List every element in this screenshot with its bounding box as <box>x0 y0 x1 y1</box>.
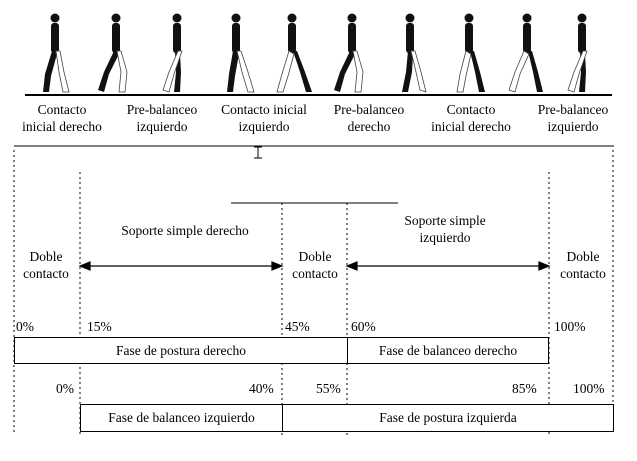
double-contact-3: Doble contacto <box>548 248 618 282</box>
phase-label-1-line1: Contacto <box>37 102 87 117</box>
phase-label-5-line1: Contacto <box>446 102 496 117</box>
pct2-0: 0% <box>56 381 74 396</box>
single-support-right: Soporte simple derecho <box>121 223 249 238</box>
walking-person-icon <box>567 13 588 93</box>
walking-person-icon <box>43 13 70 93</box>
pct2-85: 85% <box>512 381 537 396</box>
walking-person-icon <box>162 13 183 93</box>
pct1-45: 45% <box>285 319 310 334</box>
phase-label-4-line1: Pre-balanceo <box>333 102 405 117</box>
double-contact-1: Doble contacto <box>11 248 81 282</box>
stance-left-bar: Fase de postura izquierda <box>282 404 614 432</box>
walking-person-icon <box>402 13 427 93</box>
phase-label-5-line2: inicial derecho <box>431 119 511 134</box>
phase-label-3-line1: Contacto inicial <box>221 102 307 117</box>
phase-label-3-line2: izquierdo <box>238 119 290 134</box>
single-support-left-line2: izquierdo <box>419 230 471 245</box>
text-cursor-icon <box>254 146 262 159</box>
pct1-100: 100% <box>554 319 586 334</box>
phase-label-6: Pre-balanceo izquierdo <box>523 101 623 135</box>
phase-label-2-line2: izquierdo <box>136 119 188 134</box>
double-contact-1-line1: Doble <box>29 249 63 264</box>
pct1-60: 60% <box>351 319 376 334</box>
walking-person-icon <box>98 13 128 93</box>
double-contact-3-line2: contacto <box>560 266 606 281</box>
walking-person-icon <box>456 13 485 93</box>
phase-label-5: Contacto inicial derecho <box>415 101 527 135</box>
walking-person-icon <box>276 13 312 93</box>
walking-person-icon <box>334 13 364 93</box>
phase-boundaries <box>13 150 614 435</box>
swing-right-bar: Fase de balanceo derecho <box>347 337 549 364</box>
phase-label-2: Pre-balanceo izquierdo <box>112 101 212 135</box>
single-support-left: Soporte simple izquierdo <box>380 212 510 246</box>
support-arrows <box>78 261 551 271</box>
double-contact-1-line2: contacto <box>23 266 69 281</box>
pct1-0: 0% <box>16 319 34 334</box>
double-contact-2-line1: Doble <box>298 249 332 264</box>
phase-label-4-line2: derecho <box>347 119 391 134</box>
double-contact-2-line2: contacto <box>292 266 338 281</box>
pct2-55: 55% <box>316 381 341 396</box>
walking-person-icon <box>227 13 255 93</box>
stance-right-bar: Fase de postura derecho <box>14 337 348 364</box>
pct1-15: 15% <box>87 319 112 334</box>
phase-label-6-line1: Pre-balanceo <box>537 102 609 117</box>
single-support-left-line1: Soporte simple <box>404 213 486 228</box>
phase-label-6-line2: izquierdo <box>547 119 599 134</box>
walking-figures <box>43 13 588 93</box>
phase-label-1-line2: inicial derecho <box>22 119 102 134</box>
phase-label-1: Contacto inicial derecho <box>6 101 118 135</box>
walking-person-icon <box>508 13 543 93</box>
phase-label-3: Contacto inicial izquierdo <box>205 101 323 135</box>
phase-label-2-line1: Pre-balanceo <box>126 102 198 117</box>
double-contact-2: Doble contacto <box>280 248 350 282</box>
phase-label-4: Pre-balanceo derecho <box>319 101 419 135</box>
pct2-40: 40% <box>249 381 274 396</box>
double-contact-3-line1: Doble <box>566 249 600 264</box>
swing-left-bar: Fase de balanceo izquierdo <box>80 404 283 432</box>
pct2-100: 100% <box>573 381 605 396</box>
